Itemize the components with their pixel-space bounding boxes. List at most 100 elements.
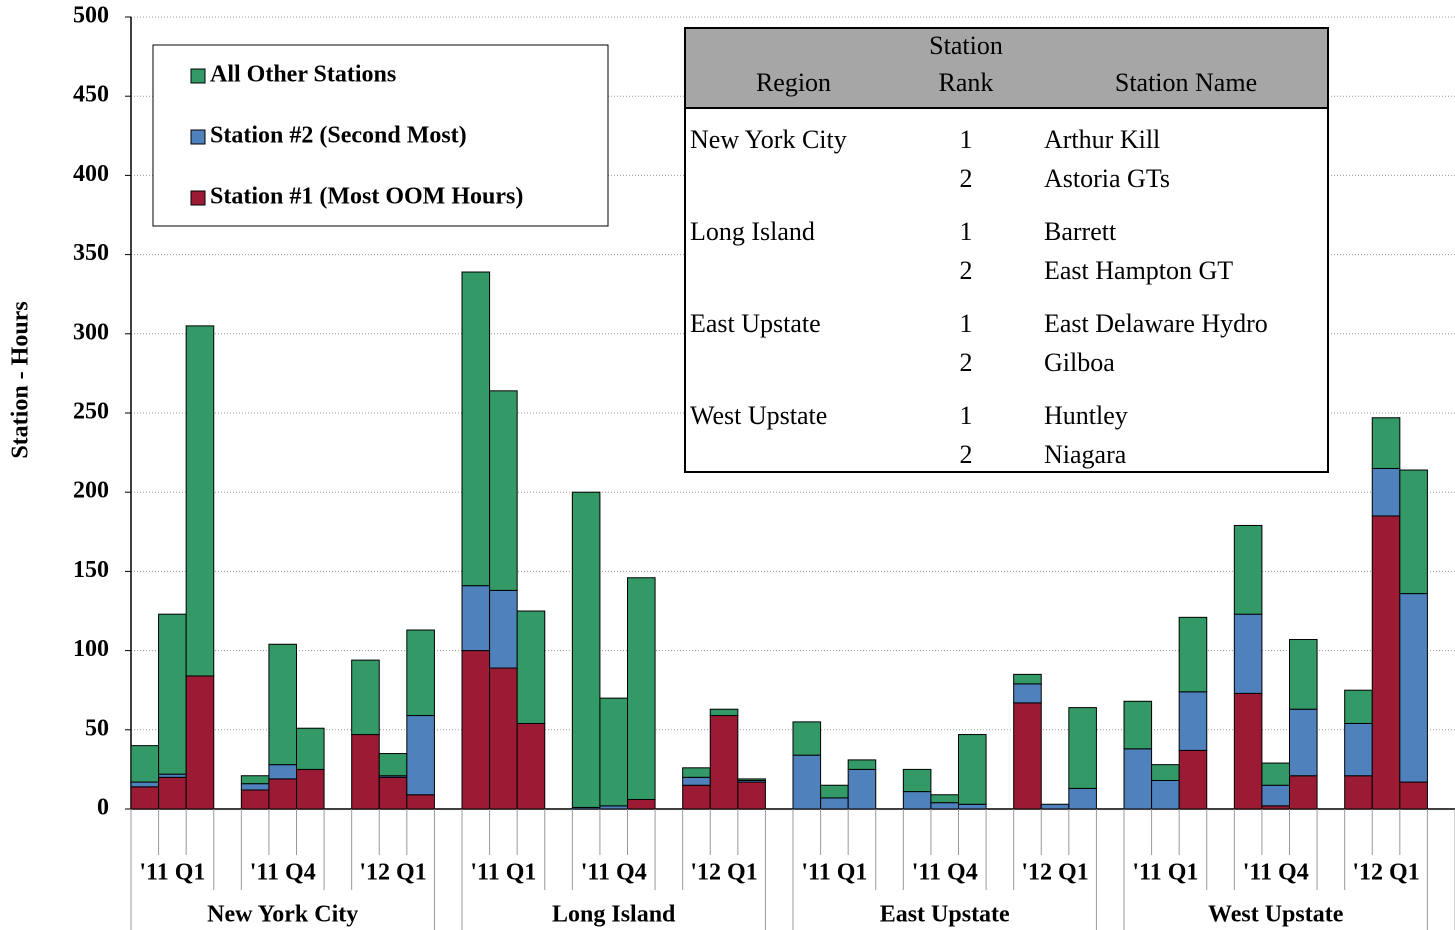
table-cell: Niagara xyxy=(1044,440,1127,469)
bar-segment xyxy=(1068,707,1097,789)
bar-segment xyxy=(682,776,711,786)
legend-swatch xyxy=(190,190,206,206)
legend-swatch xyxy=(190,129,206,145)
legend-label: All Other Stations xyxy=(210,62,396,88)
bar-segment xyxy=(1399,469,1428,595)
bar-segment xyxy=(571,491,601,808)
bar-segment xyxy=(958,734,987,805)
bar-segment xyxy=(158,613,187,775)
bar-segment xyxy=(599,697,629,807)
y-tick-label: 100 xyxy=(73,636,109,662)
bar-segment xyxy=(1178,749,1208,810)
bar-segment xyxy=(516,722,546,810)
region-label: East Upstate xyxy=(880,902,1010,928)
table-cell: East Hampton GT xyxy=(1044,256,1234,285)
y-tick-label: 400 xyxy=(73,161,109,187)
quarter-label: '12 Q1 xyxy=(359,860,426,886)
bar-segment xyxy=(1371,515,1401,810)
bar-segment xyxy=(792,754,822,810)
bar-segment xyxy=(296,768,325,810)
bar-segment xyxy=(709,715,739,810)
y-tick-label: 0 xyxy=(97,795,109,821)
bar-segment xyxy=(820,797,849,810)
quarter-label: '12 Q1 xyxy=(690,860,757,886)
quarter-label: '12 Q1 xyxy=(1352,860,1419,886)
bar-segment xyxy=(1399,593,1428,783)
quarter-label: '11 Q1 xyxy=(1132,860,1198,886)
table-cell: 2 xyxy=(959,256,973,285)
table-cell: 1 xyxy=(959,125,973,154)
bar-segment xyxy=(1040,803,1070,810)
bar-segment xyxy=(847,768,877,810)
bar-segment xyxy=(461,650,491,810)
bar-segment xyxy=(158,776,187,810)
quarter-label: '11 Q4 xyxy=(250,860,316,886)
table-cell: West Upstate xyxy=(690,401,828,430)
bar-segment xyxy=(737,778,766,781)
bar-segment xyxy=(296,727,325,770)
bar-segment xyxy=(130,745,160,783)
quarter-label: '12 Q1 xyxy=(1021,860,1088,886)
bar-segment xyxy=(1261,784,1290,807)
bar-segment xyxy=(902,791,932,810)
legend-label: Station #1 (Most OOM Hours) xyxy=(210,184,523,210)
bar-segment xyxy=(1261,762,1290,786)
bar-segment xyxy=(1123,700,1153,750)
table-cell: East Delaware Hydro xyxy=(1044,309,1268,338)
y-tick-label: 200 xyxy=(73,478,109,504)
y-tick-label: 500 xyxy=(73,3,109,29)
bar-segment xyxy=(240,783,270,791)
header-cell: Region xyxy=(755,68,832,97)
bar-segment xyxy=(378,776,408,810)
bar-segment xyxy=(1151,779,1180,810)
y-tick-label: 300 xyxy=(73,319,109,345)
table-cell: Astoria GTs xyxy=(1044,164,1171,193)
y-tick-label: 450 xyxy=(73,82,109,108)
bar-segment xyxy=(268,643,297,766)
bar-segment xyxy=(792,721,822,756)
bar-segment xyxy=(1178,616,1208,693)
bar-segment xyxy=(1344,775,1373,810)
bar-segment xyxy=(240,789,270,810)
bar-segment xyxy=(489,667,518,810)
bar-segment xyxy=(1151,764,1180,781)
bar-segment xyxy=(1289,708,1318,777)
table-cell: 2 xyxy=(959,348,973,377)
bar-segment xyxy=(130,781,160,788)
table-cell: 2 xyxy=(959,440,973,469)
y-tick-label: 250 xyxy=(73,399,109,425)
table-cell: Barrett xyxy=(1044,217,1117,246)
bar-segment xyxy=(958,803,987,810)
bar-segment xyxy=(268,778,297,810)
bar-segment xyxy=(1013,673,1042,685)
bar-segment xyxy=(406,629,435,717)
bar-segment xyxy=(847,759,877,770)
table-cell: Huntley xyxy=(1044,401,1128,430)
bar-segment xyxy=(1013,702,1042,810)
y-tick-label: 150 xyxy=(73,557,109,583)
bar-segment xyxy=(1123,748,1153,810)
table-cell: Gilboa xyxy=(1044,348,1115,377)
y-tick-label: 350 xyxy=(73,240,109,266)
bar-segment xyxy=(1013,683,1042,704)
header-cell: Station Name xyxy=(1114,68,1258,97)
bar-segment xyxy=(1371,467,1401,517)
bar-segment xyxy=(378,753,408,777)
bar-segment xyxy=(461,271,491,587)
legend-label: Station #2 (Second Most) xyxy=(210,123,467,149)
bar-segment xyxy=(351,659,380,736)
bar-segment xyxy=(737,781,766,810)
quarter-label: '11 Q1 xyxy=(470,860,536,886)
bar-segment xyxy=(1233,613,1263,694)
bar-segment xyxy=(709,708,739,717)
legend-swatch xyxy=(190,68,206,84)
bar-segment xyxy=(489,589,518,669)
bar-segment xyxy=(1068,787,1097,810)
bar-segment xyxy=(1344,689,1373,724)
bar-segment xyxy=(627,577,656,800)
bar-segment xyxy=(902,768,932,793)
bar-segment xyxy=(627,798,656,810)
bar-segment xyxy=(1289,775,1318,810)
